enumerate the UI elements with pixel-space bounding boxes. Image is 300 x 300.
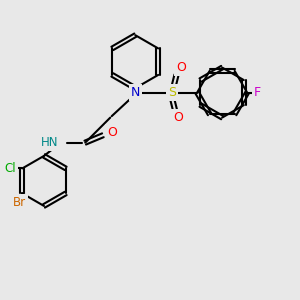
Text: Cl: Cl <box>5 162 16 175</box>
Text: O: O <box>107 126 117 139</box>
Text: O: O <box>176 61 186 74</box>
Text: N: N <box>130 86 140 99</box>
Text: Br: Br <box>13 196 26 209</box>
Text: S: S <box>168 86 176 99</box>
Text: F: F <box>254 86 261 99</box>
Text: HN: HN <box>41 136 59 149</box>
Text: O: O <box>173 111 183 124</box>
